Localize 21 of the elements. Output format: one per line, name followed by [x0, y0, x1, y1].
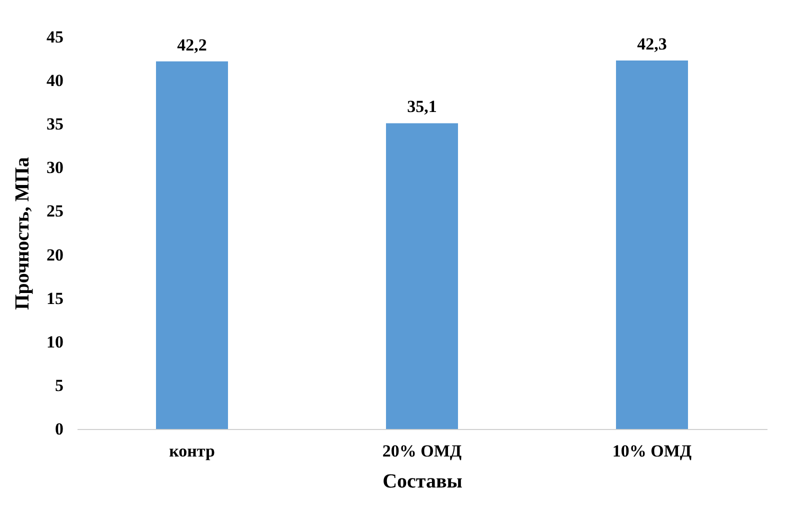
x-tick-label: 10% ОМД	[612, 442, 692, 460]
data-label: 42,3	[637, 34, 667, 54]
y-tick-label: 10	[46, 332, 64, 352]
y-tick-label: 35	[46, 114, 64, 134]
bar	[616, 60, 688, 429]
x-tick-label: 20% ОМД	[382, 442, 462, 460]
y-axis-title: Прочность, МПа	[12, 157, 34, 310]
y-tick-label: 45	[46, 28, 64, 46]
data-label: 42,2	[177, 35, 207, 54]
y-tick-label: 15	[46, 288, 64, 308]
y-tick-label: 0	[55, 420, 64, 438]
bar	[386, 123, 458, 429]
data-label: 35,1	[407, 97, 437, 116]
bar	[156, 61, 228, 429]
y-tick-label: 25	[46, 202, 64, 221]
x-tick-label: контр	[169, 442, 215, 460]
y-tick-label: 40	[46, 71, 64, 90]
y-tick-label: 5	[55, 376, 64, 395]
y-tick-label: 20	[46, 245, 64, 264]
y-tick-label: 30	[46, 158, 64, 178]
x-axis-title: Составы	[382, 470, 463, 492]
